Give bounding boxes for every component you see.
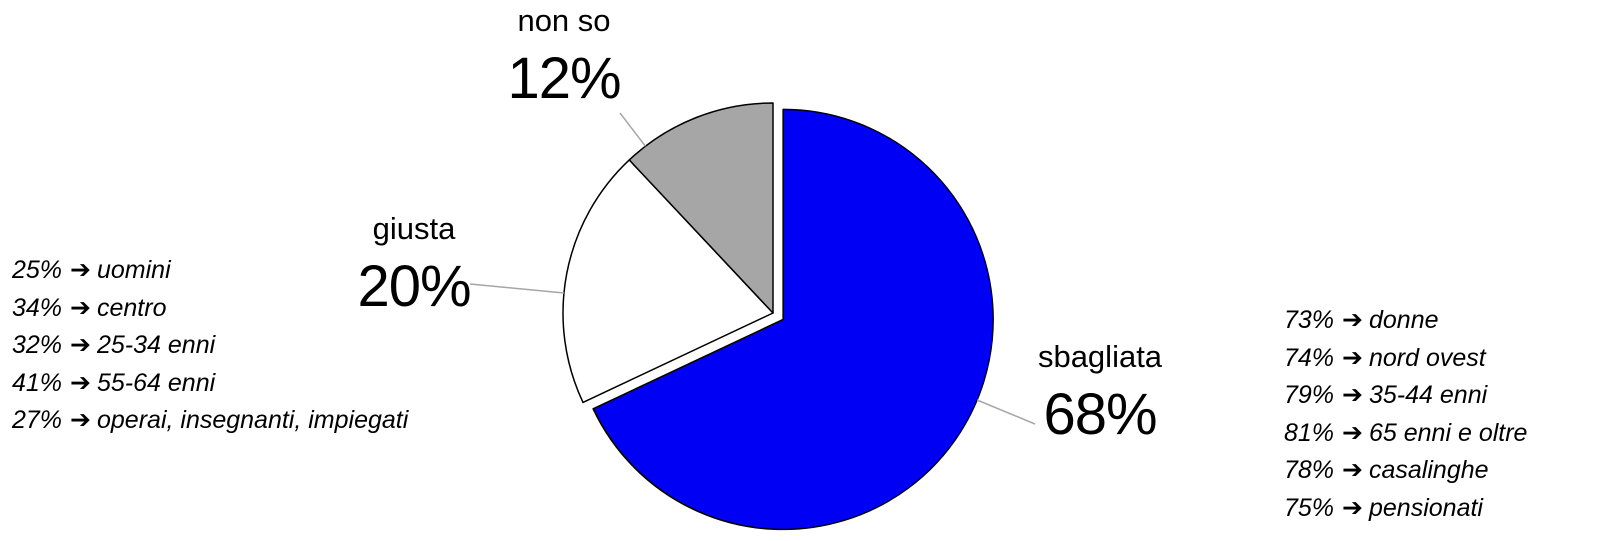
annotation-text: uomini	[97, 256, 171, 284]
annotation-row: 74% ➔ nord ovest	[1284, 340, 1527, 378]
annotation-text: 55-64 enni	[97, 368, 216, 397]
annotation-text: 35-44 enni	[1369, 381, 1488, 409]
slice-percent: 12%	[507, 46, 621, 111]
annotation-text: pensionati	[1369, 493, 1483, 522]
annotation-percent: 73%	[1284, 306, 1335, 334]
leader-line-sbagliata	[976, 399, 1036, 425]
annotation-row: 81% ➔ 65 enni e oltre	[1284, 415, 1527, 453]
right-arrow-icon: ➔	[1342, 418, 1363, 447]
right-arrow-icon: ➔	[70, 256, 91, 284]
right-arrow-icon: ➔	[1342, 493, 1363, 522]
annotation-row: 79% ➔ 35-44 enni	[1284, 377, 1527, 415]
annotation-text: donne	[1369, 306, 1439, 334]
leader-line-giusta	[469, 283, 565, 294]
slice-label-non-so: non so 12%	[464, 5, 664, 108]
right-arrow-icon: ➔	[1342, 381, 1363, 409]
annotation-percent: 25%	[12, 256, 63, 284]
right-arrow-icon: ➔	[1342, 343, 1363, 372]
slice-label-sbagliata: sbagliata 68%	[1000, 341, 1200, 444]
leader-lines	[469, 112, 1036, 425]
slice-percent: 20%	[357, 254, 471, 319]
annotation-percent: 74%	[1284, 343, 1335, 372]
right-arrow-icon: ➔	[1342, 306, 1363, 334]
annotation-row: 27% ➔ operai, insegnanti, impiegati	[12, 402, 408, 440]
annotation-row: 25% ➔ uomini	[12, 252, 408, 290]
annotation-percent: 75%	[1284, 493, 1335, 522]
pie-slice-sbagliata	[592, 108, 994, 531]
annotation-percent: 79%	[1284, 381, 1335, 409]
slice-percent: 68%	[1043, 382, 1157, 447]
annotation-text: nord ovest	[1369, 343, 1486, 372]
annotations-left: 25% ➔ uomini 34% ➔ centro 32% ➔ 25-34 enni 41%…	[12, 252, 408, 440]
annotation-percent: 27%	[12, 406, 63, 434]
right-arrow-icon: ➔	[1342, 456, 1363, 484]
pie-slices	[562, 102, 994, 531]
annotation-row: 34% ➔ centro	[12, 290, 408, 328]
pie-slice-giusta	[562, 159, 774, 404]
right-arrow-icon: ➔	[70, 406, 91, 434]
annotation-percent: 78%	[1284, 456, 1335, 484]
annotation-row: 32% ➔ 25-34 enni	[12, 327, 408, 365]
annotation-row: 73% ➔ donne	[1284, 302, 1527, 340]
annotation-percent: 34%	[12, 293, 63, 322]
slice-name: giusta	[372, 211, 456, 246]
annotation-row: 41% ➔ 55-64 enni	[12, 365, 408, 403]
slice-name: sbagliata	[1037, 339, 1163, 374]
annotation-percent: 41%	[12, 368, 63, 397]
annotation-text: casalinghe	[1369, 456, 1489, 484]
annotations-right: 73% ➔ donne 74% ➔ nord ovest 79% ➔ 35-44 enni …	[1284, 302, 1527, 527]
right-arrow-icon: ➔	[70, 293, 91, 322]
slice-label-giusta: giusta 20%	[314, 213, 514, 316]
right-arrow-icon: ➔	[70, 368, 91, 397]
annotation-text: centro	[97, 293, 167, 322]
leader-line-non-so	[619, 112, 646, 147]
annotation-text: 25-34 enni	[97, 331, 216, 359]
annotation-percent: 81%	[1284, 418, 1335, 447]
annotation-text: 65 enni e oltre	[1369, 418, 1528, 447]
annotation-row: 75% ➔ pensionati	[1284, 490, 1527, 528]
right-arrow-icon: ➔	[70, 331, 91, 359]
annotation-percent: 32%	[12, 331, 63, 359]
slice-name: non so	[517, 3, 611, 38]
annotation-row: 78% ➔ casalinghe	[1284, 452, 1527, 490]
annotation-text: operai, insegnanti, impiegati	[97, 406, 409, 434]
pie-slice-non-so	[628, 102, 774, 314]
